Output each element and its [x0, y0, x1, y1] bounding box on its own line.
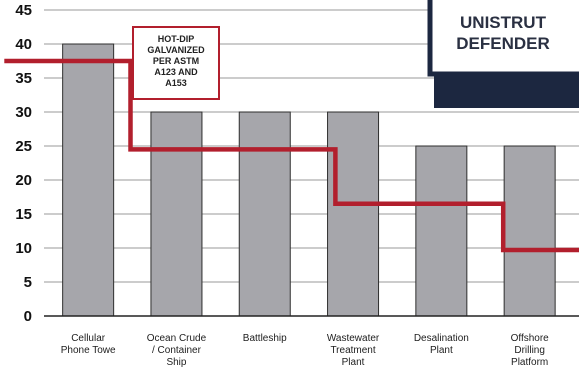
y-tick-label: 40	[15, 36, 32, 53]
callout-box	[132, 26, 220, 100]
x-category-label: Battleship	[243, 333, 287, 344]
callout-layer: HOT-DIP GALVANIZED PER ASTM A123 AND A153	[132, 26, 220, 100]
x-category-label: Wastewater Treatment Plant	[327, 333, 380, 368]
bar	[327, 111, 380, 317]
reference-line-layer	[4, 58, 579, 253]
bar	[238, 111, 291, 317]
y-tick-label: 0	[24, 308, 32, 325]
legend-text: UNISTRUT DEFENDER	[456, 13, 550, 53]
reference-step-line	[4, 58, 579, 253]
y-tick-label: 45	[15, 2, 32, 19]
y-tick-label: 10	[15, 240, 32, 257]
callout-text: HOT-DIP GALVANIZED PER ASTM A123 AND A153	[147, 34, 205, 88]
x-category-label: Desalination Plant	[414, 333, 469, 356]
bar	[415, 145, 468, 317]
y-tick-label: 30	[15, 104, 32, 121]
y-tick-label: 15	[15, 206, 32, 223]
x-category-label: Offshore Drilling Platform	[511, 333, 550, 368]
y-tick-label: 20	[15, 172, 32, 189]
axis-layer: 0 5 10 15 20 25 30 35 40 45 Cellular Phone Towe Ocea…	[15, 2, 579, 368]
bar	[62, 43, 115, 317]
x-category-label: Cellular Phone Towe	[61, 333, 116, 356]
y-tick-label: 35	[15, 70, 32, 87]
x-category-label: Ocean Crude / Container Ship	[147, 333, 207, 368]
bars-layer	[62, 43, 556, 317]
legend-box	[427, 0, 579, 77]
bar	[503, 145, 556, 317]
y-tick-label: 25	[15, 138, 32, 155]
y-tick-label: 5	[24, 274, 32, 291]
legend-layer: UNISTRUT DEFENDER	[427, 0, 579, 108]
bar	[150, 111, 203, 317]
